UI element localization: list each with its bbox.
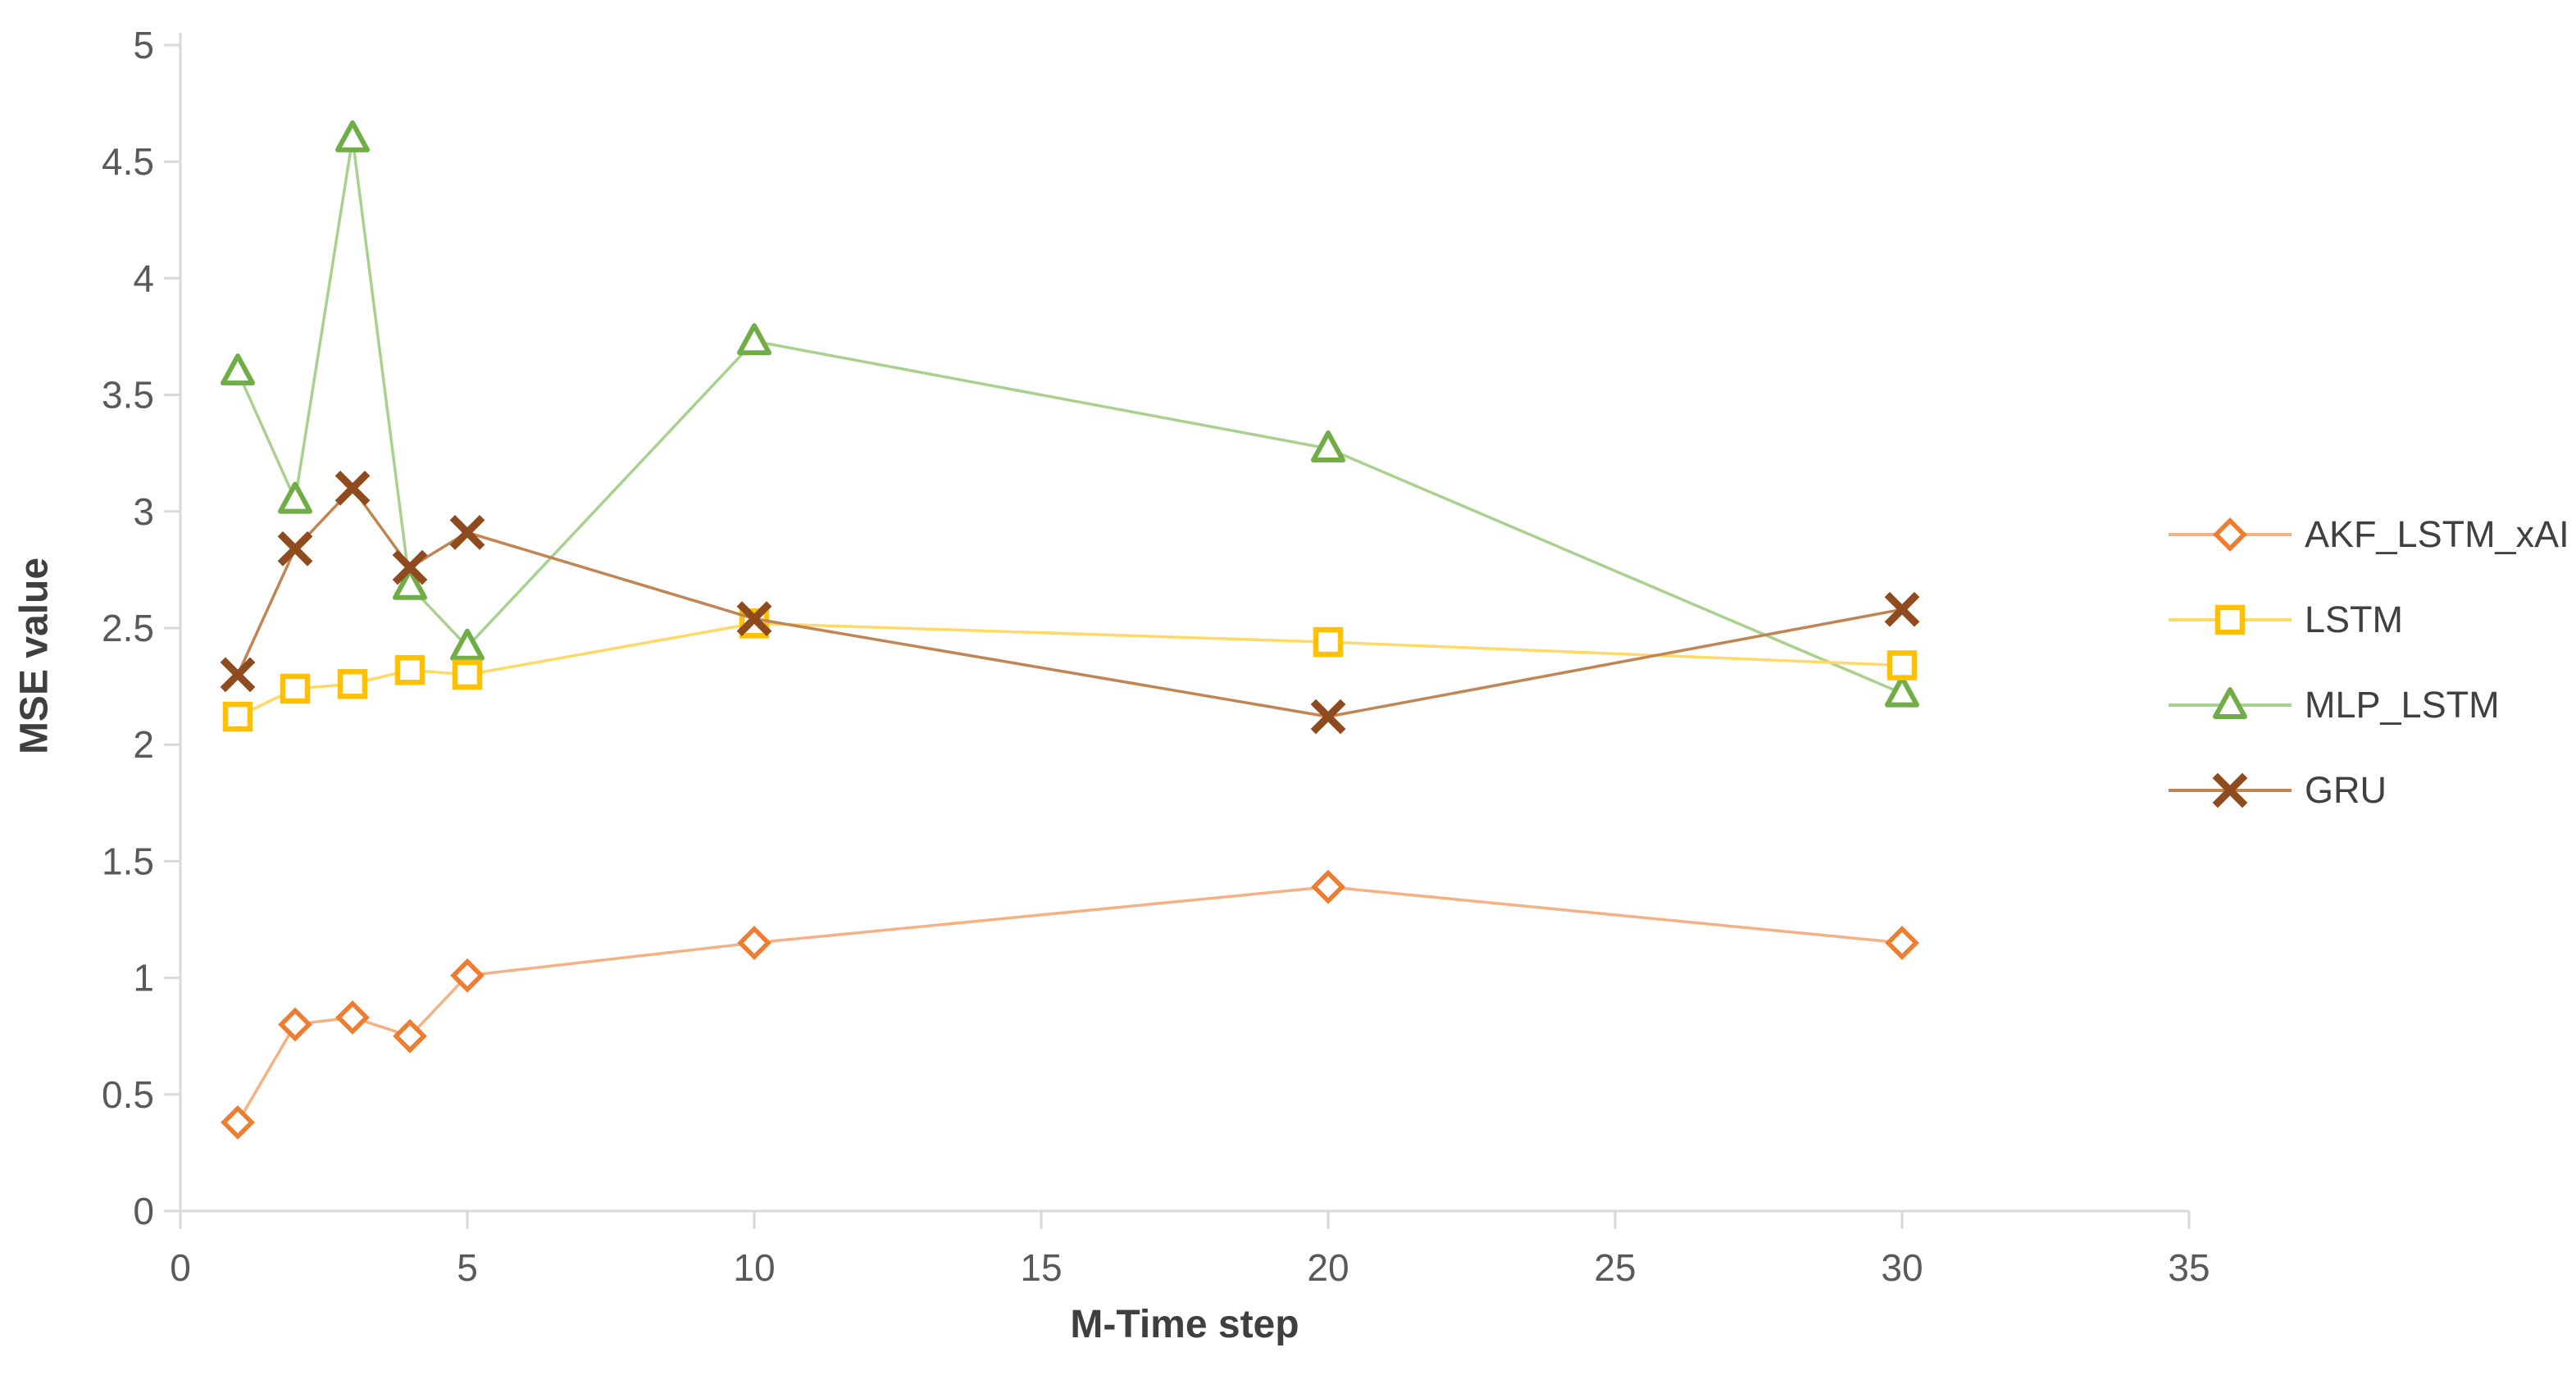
series-GRU <box>220 470 1920 735</box>
x-marker <box>736 601 772 636</box>
triangle-legend-key-icon <box>2169 687 2292 719</box>
square-marker <box>222 701 253 732</box>
triangle-marker <box>278 481 312 514</box>
x-tick-label: 10 <box>733 1246 775 1289</box>
x-tick-label: 25 <box>1594 1246 1636 1289</box>
triangle-marker <box>335 120 370 153</box>
x-tick-label: 20 <box>1307 1246 1349 1289</box>
y-tick-label: 3.5 <box>102 374 154 417</box>
square-marker <box>280 673 311 704</box>
diamond-marker <box>450 958 485 993</box>
x-marker <box>220 657 256 693</box>
legend-label: LSTM <box>2305 599 2404 640</box>
y-tick-label: 1.5 <box>102 840 154 882</box>
y-tick-label: 5 <box>133 24 154 66</box>
triangle-marker <box>2213 687 2247 719</box>
diamond-marker <box>2213 517 2247 552</box>
triangle-marker <box>737 323 771 356</box>
triangle-marker <box>1885 675 1919 708</box>
diamond-marker <box>278 1007 312 1042</box>
x-marker <box>2212 772 2248 808</box>
square-marker <box>2214 604 2246 635</box>
x-marker <box>449 515 485 550</box>
triangle-marker <box>1311 430 1345 463</box>
legend-item-AKF_LSTM_xAI: AKF_LSTM_xAI <box>2169 510 2569 559</box>
legend-item-LSTM: LSTM <box>2169 595 2569 644</box>
legend-label: AKF_LSTM_xAI <box>2305 513 2569 555</box>
series-line <box>236 485 1903 718</box>
x-marker <box>277 530 313 567</box>
triangle-marker <box>450 628 485 661</box>
legend-label: GRU <box>2305 769 2387 811</box>
y-axis-title: MSE value <box>12 557 57 755</box>
triangle-marker <box>221 353 255 386</box>
x-marker <box>1884 591 1920 627</box>
y-tick-label: 3 <box>133 490 154 533</box>
diamond-marker <box>737 926 771 960</box>
diamond-marker <box>221 1105 255 1140</box>
diamond-marker <box>1885 926 1919 960</box>
y-tick-label: 2 <box>133 723 154 766</box>
x-axis-title: M-Time step <box>1070 1303 1299 1346</box>
series-MLP_LSTM <box>221 120 1919 708</box>
square-marker <box>337 669 368 699</box>
x-marker <box>392 549 428 585</box>
x-marker <box>335 470 371 506</box>
series-line <box>237 621 1903 718</box>
square-marker <box>1313 626 1344 658</box>
x-marker <box>1310 699 1346 735</box>
square-marker <box>394 654 426 685</box>
square-marker <box>452 659 483 690</box>
y-tick-label: 0.5 <box>102 1073 154 1116</box>
legend-item-GRU: GRU <box>2169 766 2569 815</box>
square-legend-key-icon <box>2169 604 2292 635</box>
diamond-legend-key-icon <box>2169 517 2292 552</box>
legend: AKF_LSTM_xAI LSTM MLP_LSTM GRU <box>2169 510 2569 815</box>
diamond-marker <box>393 1018 427 1054</box>
series-AKF_LSTM_xAI <box>221 869 1919 1140</box>
y-tick-label: 0 <box>133 1190 154 1232</box>
y-tick-label: 2.5 <box>102 607 154 649</box>
series-LSTM <box>222 608 1918 732</box>
triangle-marker <box>393 567 427 600</box>
x-legend-key-icon <box>2169 772 2292 808</box>
legend-label: MLP_LSTM <box>2305 684 2500 726</box>
y-tick-label: 4 <box>133 257 154 299</box>
y-tick-label: 4.5 <box>102 140 154 183</box>
series-line <box>236 138 1903 695</box>
x-tick-label: 5 <box>457 1246 478 1289</box>
x-tick-label: 15 <box>1020 1246 1062 1289</box>
legend-item-MLP_LSTM: MLP_LSTM <box>2169 681 2569 730</box>
diamond-marker <box>1311 869 1345 904</box>
series-line <box>236 885 1903 1123</box>
square-marker <box>1886 650 1918 681</box>
diamond-marker <box>335 1000 370 1035</box>
y-tick-label: 1 <box>133 957 154 999</box>
x-tick-label: 30 <box>1881 1246 1923 1289</box>
x-tick-label: 0 <box>170 1246 191 1289</box>
x-tick-label: 35 <box>2168 1246 2210 1289</box>
